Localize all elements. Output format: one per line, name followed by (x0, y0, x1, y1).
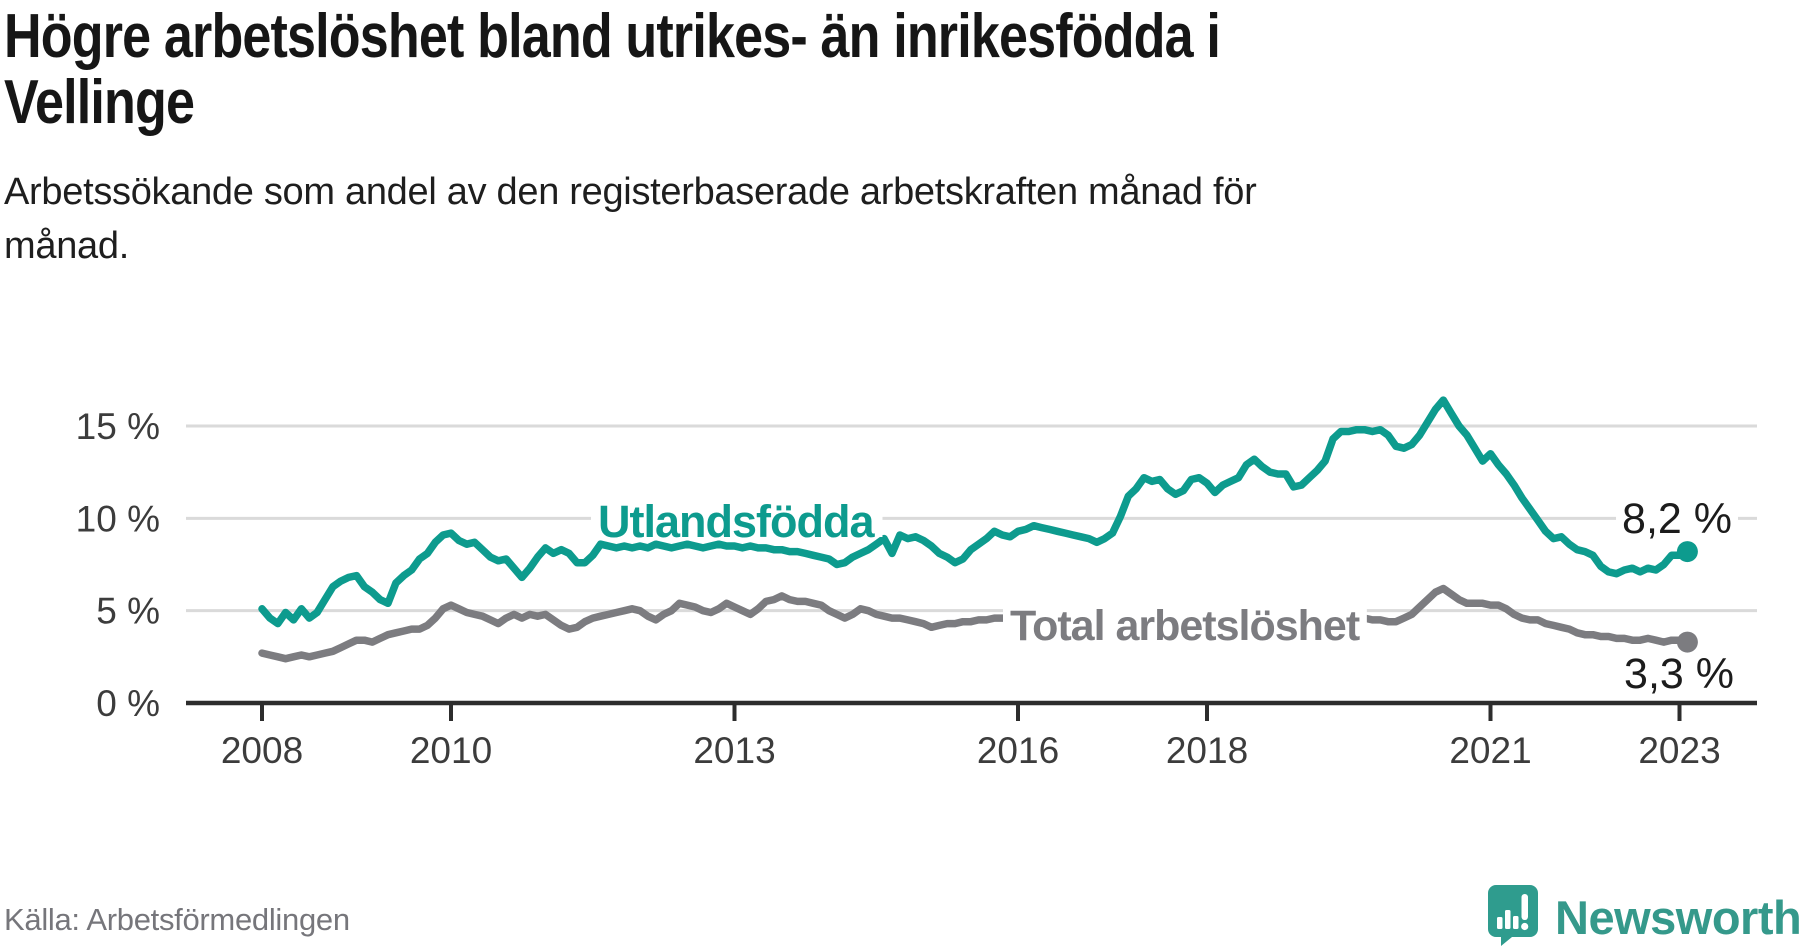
y-axis-label: 15 % (76, 406, 160, 447)
value-label-utlandsfodda: 8,2 % (1622, 495, 1732, 543)
series-label-bg-utlandsfodda (591, 500, 883, 537)
y-axis-label: 10 % (76, 498, 160, 539)
y-axis-label: 0 % (96, 683, 160, 724)
value-label-total: 3,3 % (1624, 650, 1734, 698)
series-endpoint-dot-utlandsfodda (1676, 541, 1698, 563)
y-axis-label: 5 % (96, 591, 160, 632)
value-label-bg-utlandsfodda (1616, 499, 1738, 533)
x-axis-label: 2021 (1449, 730, 1531, 771)
page-title: Högre arbetslöshet bland utrikes- än inr… (4, 2, 1221, 138)
newsworthy-speech-bubble-barchart-icon (1487, 884, 1539, 948)
value-label-bg-total (1618, 654, 1740, 688)
series-label-bg-total (1003, 606, 1367, 640)
series-label-total: Total arbetslöshet (1010, 602, 1360, 650)
newsworthy-logo-text: Newsworthy (1555, 891, 1800, 944)
chart-subtitle: Arbetssökande som andel av den registerb… (4, 171, 1257, 267)
newsworthy-logo: Newsworthy (1487, 884, 1800, 948)
series-line-utlandsfodda (258, 396, 1692, 628)
source-note: Källa: Arbetsförmedlingen (4, 902, 350, 937)
series-endpoint-dot-total (1676, 631, 1698, 653)
series-label-utlandsfodda: Utlandsfödda (598, 496, 875, 547)
x-axis-label: 2010 (410, 730, 492, 771)
x-axis-label: 2008 (221, 730, 303, 771)
x-axis-label: 2016 (977, 730, 1059, 771)
series-line-total (258, 584, 1692, 663)
x-axis-label: 2013 (693, 730, 775, 771)
x-axis-label: 2023 (1638, 730, 1720, 771)
x-axis-label: 2018 (1166, 730, 1248, 771)
